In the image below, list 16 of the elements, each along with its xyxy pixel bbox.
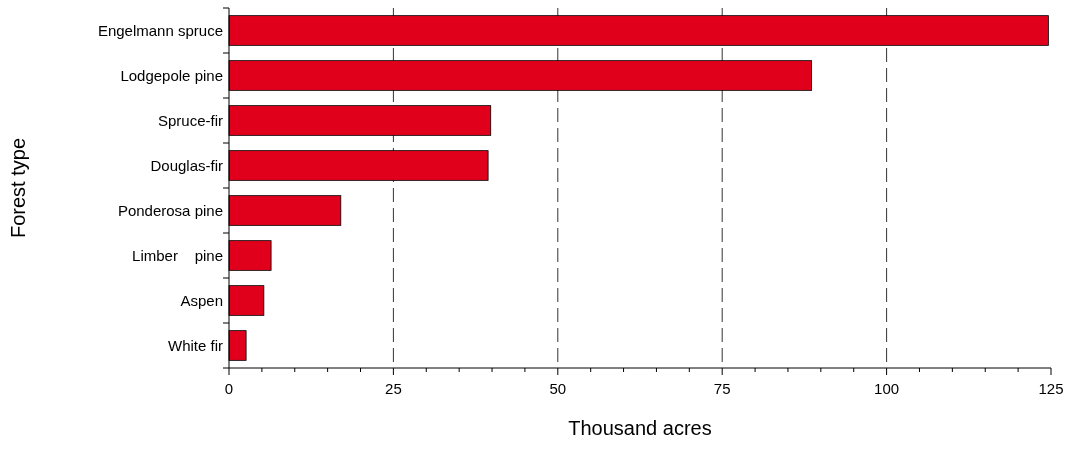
y-tick-label: Spruce-fir — [157, 111, 223, 129]
y-tick-label: Douglas-fir — [150, 156, 223, 174]
y-axis-title: Forest type — [7, 137, 29, 239]
x-tick-label: 25 — [385, 380, 402, 397]
y-tick-label: Aspen — [180, 291, 223, 309]
y-tick-label: Lodgepole pine — [120, 66, 223, 84]
x-tick-label: 75 — [713, 380, 731, 397]
y-tick-label: White fir — [167, 336, 223, 354]
y-tick-label: Limber pine — [132, 246, 223, 264]
x-tick-label: 125 — [1038, 380, 1064, 397]
x-tick-label: 0 — [224, 380, 234, 397]
y-tick-label: Ponderosa pine — [117, 201, 223, 219]
x-tick-label: 50 — [549, 380, 567, 397]
x-axis-title: Thousand acres — [568, 417, 712, 439]
y-tick-label: Engelmann spruce — [97, 21, 223, 39]
x-tick-label: 100 — [874, 380, 900, 397]
